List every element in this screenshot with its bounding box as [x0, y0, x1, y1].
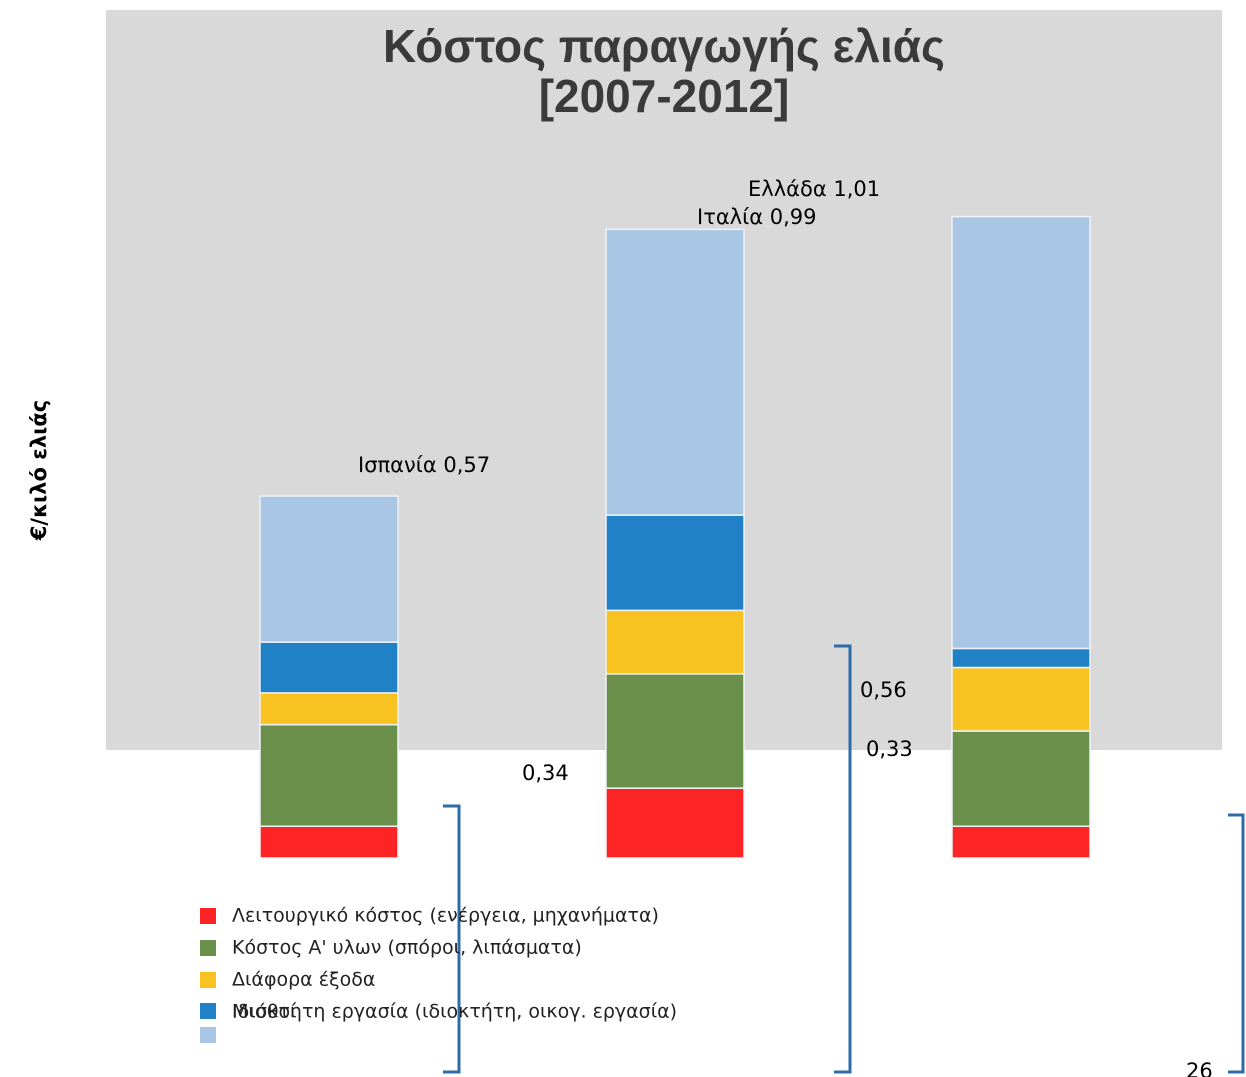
- bar-segment: [951, 730, 1091, 827]
- bar-segment: [951, 647, 1091, 669]
- bar-segment: [605, 514, 745, 612]
- annotation: 0,33: [866, 737, 913, 761]
- brackets: [443, 644, 1245, 1074]
- annotation: Ιταλία 0,99: [697, 205, 817, 229]
- bar-segment: [259, 723, 399, 828]
- bracket: [443, 804, 461, 1074]
- legend-swatch: [200, 908, 216, 924]
- annotation: 0,56: [860, 678, 907, 702]
- bar-segment: [605, 787, 745, 859]
- legend-label: Μισθοί: [232, 1001, 297, 1023]
- bar-segment: [259, 692, 399, 726]
- y-axis-label: €/κιλό ελιάς: [27, 400, 51, 541]
- legend-label: Διάφορα έξοδα: [232, 969, 375, 991]
- bar-segment: [605, 228, 745, 516]
- bar-segment: [951, 825, 1091, 859]
- legend-label: Λειτουργικό κόστος (ενέργεια, μηχανήματα…: [232, 905, 659, 927]
- bar-segment: [951, 215, 1091, 650]
- annotation: 0,34: [522, 761, 569, 785]
- chart-title: [2007-2012]: [539, 70, 790, 122]
- legend-swatch: [200, 972, 216, 988]
- legend-label: Ιδιόκτητη εργασία (ιδιοκτήτη, οικογ. εργ…: [232, 1001, 677, 1023]
- bar-segment: [259, 825, 399, 859]
- bracket: [834, 644, 852, 1074]
- bracket: [1228, 813, 1245, 1074]
- annotation: Ελλάδα 1,01: [748, 177, 880, 201]
- bar-segment: [259, 641, 399, 694]
- legend-label: Κόστος Α' υλων (σπόροι, λιπάσματα): [232, 937, 582, 959]
- bar-segment: [605, 673, 745, 789]
- chart-title: Κόστος παραγωγής ελιάς: [383, 20, 945, 72]
- legend-swatch: [200, 1003, 216, 1019]
- bar-segment: [951, 666, 1091, 732]
- annotation: Ισπανία 0,57: [358, 453, 490, 477]
- bar-segment: [605, 609, 745, 675]
- legend-swatch: [200, 940, 216, 956]
- legend-swatch: [200, 1027, 216, 1043]
- annotation: 26: [1186, 1059, 1213, 1077]
- bar-segment: [259, 495, 399, 643]
